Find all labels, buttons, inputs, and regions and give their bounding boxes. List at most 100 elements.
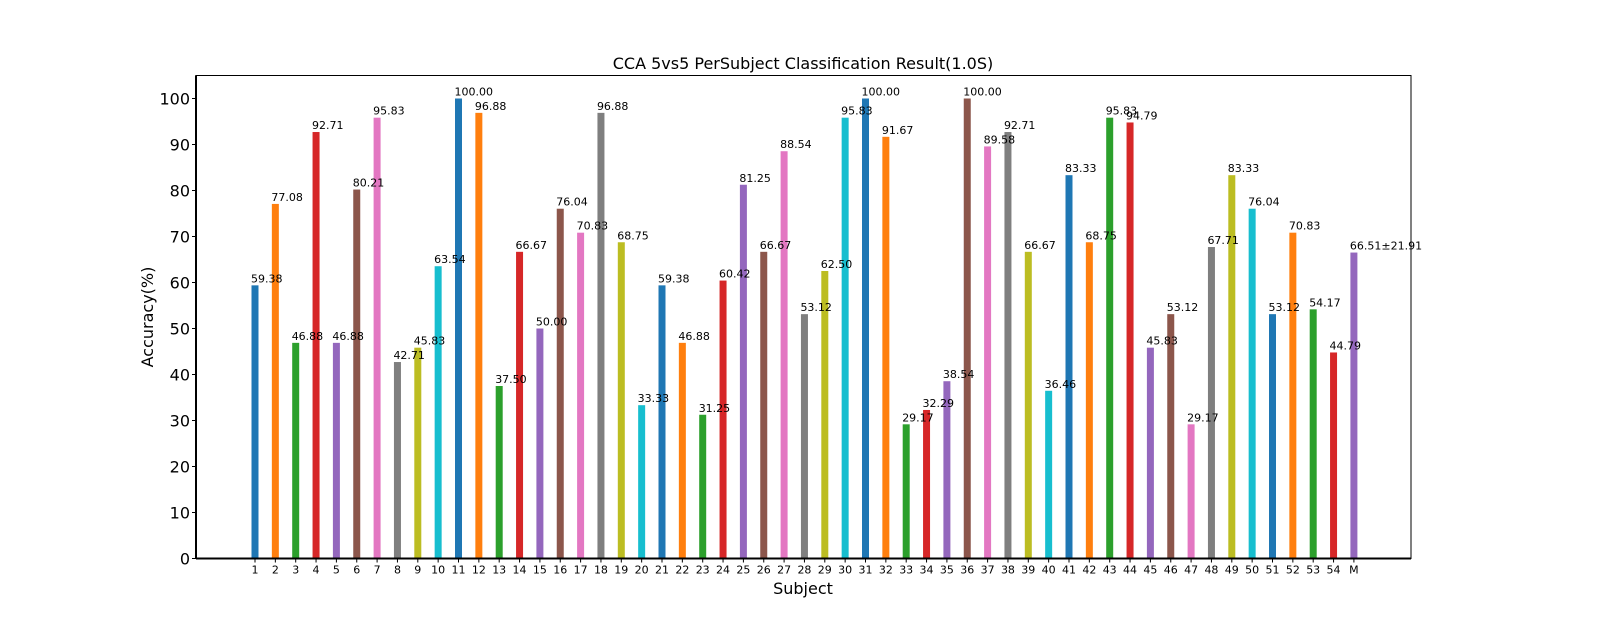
value-label-41: 83.33 bbox=[1065, 162, 1097, 175]
x-tick-label: 27 bbox=[777, 564, 791, 577]
bar-17 bbox=[577, 232, 585, 559]
bar-29 bbox=[821, 271, 829, 559]
value-label-28: 53.12 bbox=[800, 301, 832, 314]
bar-35 bbox=[943, 381, 951, 559]
value-label-38: 92.71 bbox=[1004, 119, 1035, 132]
value-label-1: 59.38 bbox=[251, 272, 283, 285]
bar-18 bbox=[597, 112, 605, 559]
bar-4 bbox=[312, 132, 320, 559]
value-label-4: 92.71 bbox=[312, 119, 344, 132]
y-axis-label: Accuracy(%) bbox=[138, 267, 157, 368]
bars-group bbox=[251, 98, 1358, 559]
bar-7 bbox=[373, 117, 381, 559]
y-tick-label: 50 bbox=[170, 320, 190, 339]
y-tick-label: 10 bbox=[170, 504, 190, 523]
bar-1 bbox=[251, 285, 259, 559]
x-tick-label: 21 bbox=[655, 564, 669, 577]
y-tick-label: 70 bbox=[170, 228, 190, 247]
x-tick-label: 23 bbox=[696, 564, 710, 577]
x-tick-label: 49 bbox=[1225, 564, 1239, 577]
bar-39 bbox=[1024, 251, 1032, 559]
value-label-9: 45.83 bbox=[414, 335, 446, 348]
x-tick-label: 1 bbox=[252, 564, 259, 577]
bar-40 bbox=[1045, 390, 1053, 559]
bar-47 bbox=[1187, 424, 1195, 559]
bar-38 bbox=[1004, 132, 1012, 559]
x-tick-label: 43 bbox=[1103, 564, 1117, 577]
x-tick-label: 52 bbox=[1286, 564, 1300, 577]
value-label-40: 36.46 bbox=[1045, 378, 1077, 391]
value-label-51: 53.12 bbox=[1269, 301, 1301, 314]
bar-36 bbox=[963, 98, 971, 559]
x-tick-label: 47 bbox=[1184, 564, 1198, 577]
bar-32 bbox=[882, 136, 890, 559]
x-tick-label: 37 bbox=[981, 564, 995, 577]
value-label-5: 46.88 bbox=[332, 330, 364, 343]
bar-54 bbox=[1330, 352, 1338, 559]
value-label-39: 66.67 bbox=[1024, 239, 1056, 252]
x-tick-label: 8 bbox=[394, 564, 401, 577]
x-tick-label: 18 bbox=[594, 564, 608, 577]
value-label-16: 76.04 bbox=[556, 196, 588, 209]
bar-52 bbox=[1289, 232, 1297, 559]
x-tick-label: 28 bbox=[797, 564, 811, 577]
value-label-19: 68.75 bbox=[617, 229, 649, 242]
bar-49 bbox=[1228, 175, 1236, 559]
bar-6 bbox=[353, 189, 361, 559]
x-axis: 1 2 3 4 5 6 7 8 9 10 11 12 13 14 15 16 17 18 19 20 21 22 23 24 2… bbox=[252, 558, 1359, 577]
y-tick-label: 90 bbox=[170, 136, 190, 155]
x-tick-label: 7 bbox=[374, 564, 381, 577]
y-tick-label: 0 bbox=[180, 550, 190, 569]
x-tick-label: 54 bbox=[1327, 564, 1341, 577]
x-tick-label: 42 bbox=[1082, 564, 1096, 577]
bar-34 bbox=[923, 409, 931, 559]
x-tick-label: 4 bbox=[313, 564, 320, 577]
value-label-23: 31.25 bbox=[699, 402, 731, 415]
bar-42 bbox=[1085, 242, 1093, 559]
x-axis-label: Subject bbox=[773, 579, 833, 598]
value-label-6: 80.21 bbox=[353, 177, 385, 190]
value-label-20: 33.33 bbox=[638, 392, 670, 405]
bar-24 bbox=[719, 280, 727, 559]
value-label-11: 100.00 bbox=[455, 86, 494, 99]
x-tick-label: 36 bbox=[960, 564, 974, 577]
value-label-3: 46.88 bbox=[292, 330, 324, 343]
value-label-7: 95.83 bbox=[373, 105, 405, 118]
x-tick-label: 19 bbox=[614, 564, 628, 577]
x-tick-label: 11 bbox=[452, 564, 466, 577]
value-label-8: 42.71 bbox=[393, 349, 425, 362]
value-label-35: 38.54 bbox=[943, 368, 975, 381]
value-label-42: 68.75 bbox=[1085, 229, 1117, 242]
bar-11 bbox=[455, 98, 462, 559]
value-labels-group: 59.38 77.08 46.88 92.71 46.88 80.21 95.83 42.71… bbox=[251, 86, 1422, 425]
value-label-29: 62.50 bbox=[821, 258, 853, 271]
x-tick-label: 38 bbox=[1001, 564, 1015, 577]
bar-25 bbox=[739, 184, 747, 559]
value-label-27: 88.54 bbox=[780, 138, 812, 151]
value-label-43: 95.83 bbox=[1106, 105, 1138, 118]
x-tick-label: 41 bbox=[1062, 564, 1076, 577]
y-tick-label: 30 bbox=[170, 412, 190, 431]
bar-16 bbox=[556, 208, 564, 559]
value-label-49: 83.33 bbox=[1228, 162, 1260, 175]
bar-51 bbox=[1269, 314, 1276, 559]
bar-5 bbox=[332, 342, 340, 559]
value-label-54: 44.79 bbox=[1330, 339, 1362, 352]
bar-50 bbox=[1248, 208, 1256, 559]
x-tick-label: 40 bbox=[1042, 564, 1056, 577]
x-tick-label: M bbox=[1349, 564, 1359, 577]
y-tick-label: 20 bbox=[170, 458, 190, 477]
value-label-17: 70.83 bbox=[577, 220, 609, 233]
y-tick-label: 80 bbox=[170, 182, 190, 201]
value-label-53: 54.17 bbox=[1309, 296, 1341, 309]
bar-26 bbox=[760, 251, 768, 559]
value-label-31: 100.00 bbox=[862, 86, 901, 99]
value-label-15: 50.00 bbox=[536, 316, 568, 329]
value-label-45: 45.83 bbox=[1146, 335, 1178, 348]
y-tick-label: 60 bbox=[170, 274, 190, 293]
value-label-47: 29.17 bbox=[1187, 411, 1219, 424]
x-tick-label: 25 bbox=[736, 564, 750, 577]
value-label-13: 37.50 bbox=[495, 373, 527, 386]
bar-2 bbox=[271, 203, 279, 559]
x-tick-label: 44 bbox=[1123, 564, 1137, 577]
